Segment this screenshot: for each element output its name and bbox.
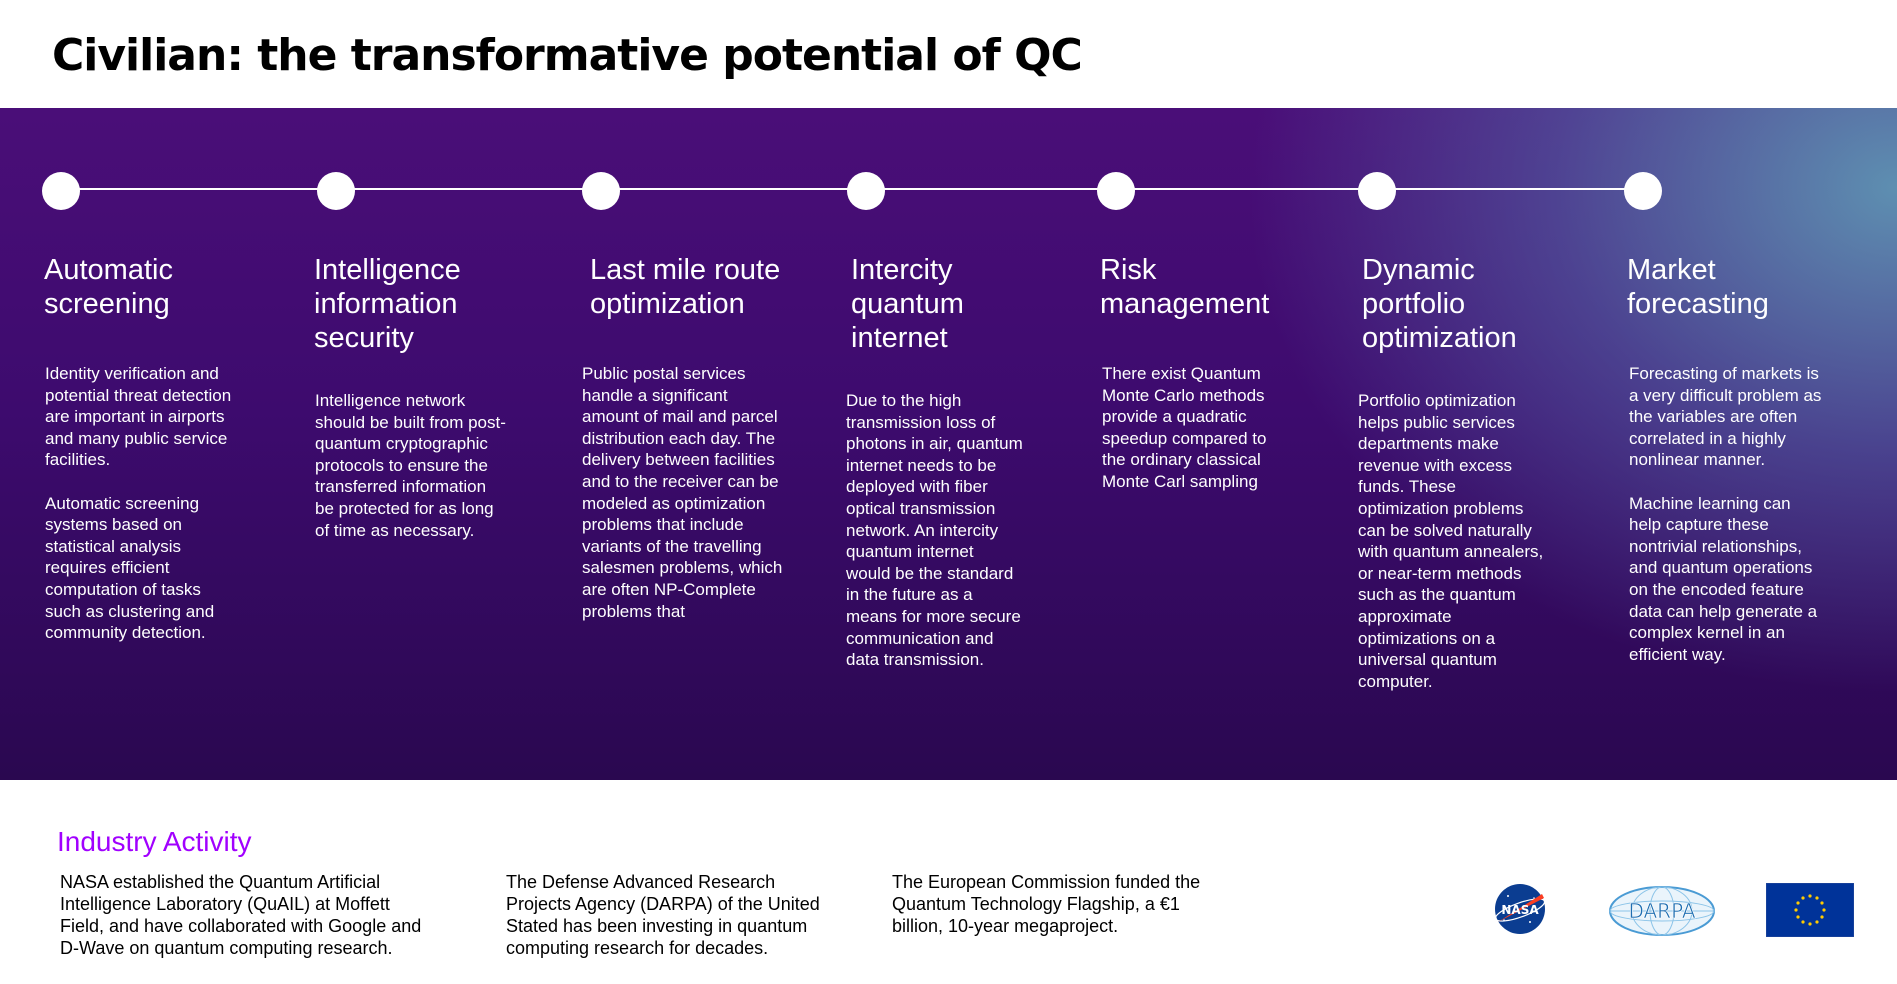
timeline-node-1: [42, 172, 80, 210]
nasa-logo-text: NASA: [1501, 903, 1539, 917]
timeline-heading-market: Market forecasting: [1627, 254, 1769, 320]
industry-item-eu: The European Commission funded the Quant…: [892, 872, 1201, 936]
timeline-heading-intelligence-security: Intelligence information security: [314, 254, 461, 354]
timeline-node-2: [317, 172, 355, 210]
timeline-body-automatic-screening: Identity verification and potential thre…: [45, 364, 232, 643]
timeline-body-last-mile: Public postal services handle a signific…: [582, 364, 783, 621]
timeline-heading-automatic-screening: Automatic screening: [44, 254, 173, 320]
timeline-body-market: Forecasting of markets is a very difficu…: [1629, 364, 1822, 664]
timeline-node-6: [1358, 172, 1396, 210]
darpa-logo: DARPA: [1609, 886, 1715, 936]
nasa-logo: NASA: [1494, 884, 1546, 934]
timeline-node-4: [847, 172, 885, 210]
timeline-body-risk-management: There exist Quantum Monte Carlo methods …: [1102, 364, 1267, 491]
industry-item-darpa: The Defense Advanced Research Projects A…: [506, 872, 820, 958]
timeline-node-5: [1097, 172, 1135, 210]
industry-item-nasa: NASA established the Quantum Artificial …: [60, 872, 422, 958]
eu-flag-icon: [1766, 883, 1854, 937]
industry-activity-heading: Industry Activity: [57, 826, 252, 857]
timeline-heading-portfolio: Dynamic portfolio optimization: [1362, 254, 1517, 354]
timeline-body-intelligence-security: Intelligence network should be built fro…: [315, 391, 506, 540]
timeline-body-portfolio: Portfolio optimization helps public serv…: [1358, 391, 1544, 691]
timeline-body-intercity-internet: Due to the high transmission loss of pho…: [846, 391, 1023, 670]
timeline-node-7: [1624, 172, 1662, 210]
page-title: Civilian: the transformative potential o…: [52, 30, 1083, 81]
darpa-logo-text: DARPA: [1628, 899, 1695, 923]
timeline-heading-risk-management: Risk management: [1100, 254, 1270, 320]
timeline-heading-intercity-internet: Intercity quantum internet: [851, 254, 964, 354]
timeline-heading-last-mile: Last mile route optimization: [590, 254, 781, 320]
timeline-band: Automatic screening Intelligence informa…: [0, 108, 1897, 780]
timeline-node-3: [582, 172, 620, 210]
